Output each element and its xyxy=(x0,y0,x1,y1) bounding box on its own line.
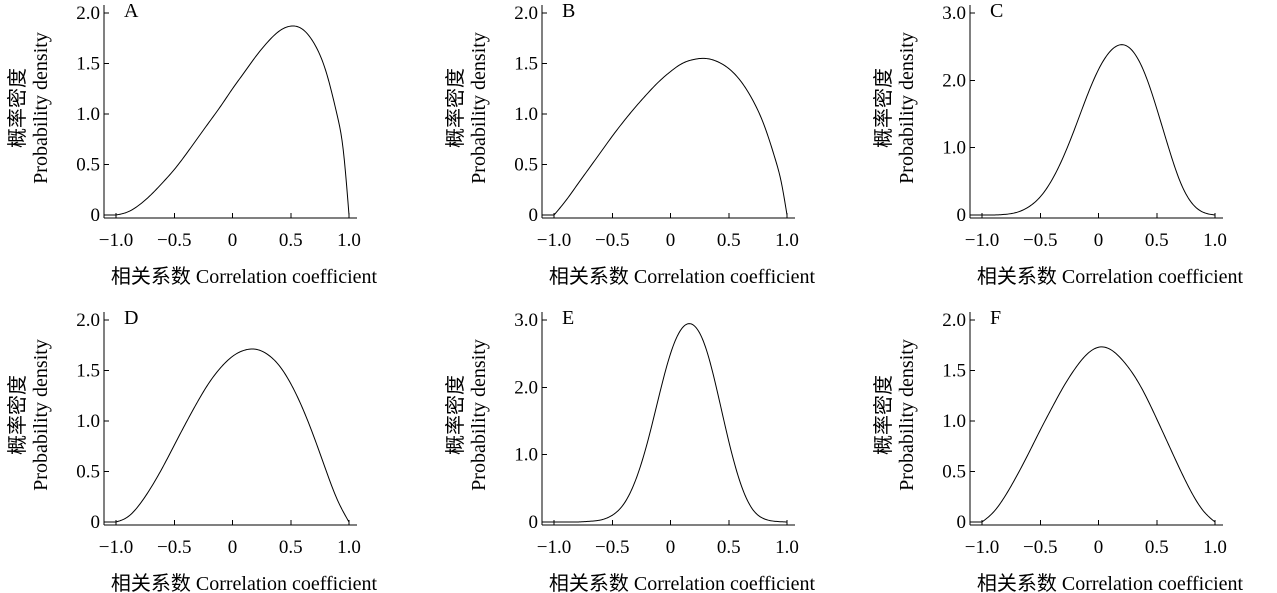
x-tick-label: −1.0 xyxy=(965,537,999,558)
x-tick-label: −0.5 xyxy=(595,230,629,251)
panel-c: 0 1.0 2.0 3.0 −1.0 −0.5 0 0.5 1.0 C 相关系数 Correlati… xyxy=(872,0,1244,288)
panel-f: 0 0.5 1.0 1.5 2.0 −1.0 −0.5 0 0.5 1.0 F 相关系数 Correl… xyxy=(872,307,1244,593)
y-tick-label: 2.0 xyxy=(942,310,966,331)
x-tick-label: 1.0 xyxy=(775,230,799,251)
x-tick-label: −0.5 xyxy=(1023,230,1057,251)
y-tick-label: 2.0 xyxy=(514,3,538,24)
y-tick-label: 0.5 xyxy=(76,462,100,483)
density-curve xyxy=(115,25,350,216)
x-tick-label: −0.5 xyxy=(1023,537,1057,558)
x-tick-label: −0.5 xyxy=(595,537,629,558)
y-axis-label-zh: 概率密度 xyxy=(6,375,29,455)
y-tick-label: 1.0 xyxy=(514,104,538,125)
x-axis-label: 相关系数 Correlation coefficient xyxy=(111,265,378,288)
y-axis-label-en: Probability density xyxy=(896,32,918,184)
x-tick-label: 0 xyxy=(666,537,676,558)
x-tick-label: 1.0 xyxy=(337,537,361,558)
x-tick-label: 0 xyxy=(666,230,676,251)
x-tick-label: 0.5 xyxy=(1145,537,1169,558)
x-axis-label: 相关系数 Correlation coefficient xyxy=(549,265,816,288)
y-tick-label: 0 xyxy=(957,512,967,533)
y-axis-label-zh: 概率密度 xyxy=(872,68,895,148)
y-tick-label: 3.0 xyxy=(514,310,538,331)
y-axis-label-zh: 概率密度 xyxy=(444,68,467,148)
y-tick-label: 2.0 xyxy=(76,3,100,24)
y-tick-label: 1.0 xyxy=(514,445,538,466)
x-tick-label: −0.5 xyxy=(157,230,191,251)
x-tick-label: 0 xyxy=(228,230,238,251)
y-tick-label: 1.0 xyxy=(76,104,100,125)
x-tick-label: 0.5 xyxy=(279,537,303,558)
y-tick-label: 0 xyxy=(957,205,967,226)
y-tick-label: 1.0 xyxy=(942,138,966,159)
y-axis-label-en: Probability density xyxy=(468,32,490,184)
y-tick-label: 2.0 xyxy=(514,377,538,398)
y-tick-label: 3.0 xyxy=(942,3,966,24)
panel-a: 0 0.5 1.0 1.5 2.0 −1.0 −0.5 0 0.5 1.0 A 相关系数 Correl… xyxy=(6,0,378,288)
x-axis-label: 相关系数 Correlation coefficient xyxy=(977,265,1244,288)
y-tick-label: 0.5 xyxy=(514,155,538,176)
y-tick-label: 0.5 xyxy=(942,462,966,483)
x-tick-label: −1.0 xyxy=(99,537,133,558)
density-curve xyxy=(554,323,788,523)
density-curve xyxy=(981,346,1216,523)
panel-d: 0 0.5 1.0 1.5 2.0 −1.0 −0.5 0 0.5 1.0 D 相关系数 Correl… xyxy=(6,307,378,593)
y-axis-label-en: Probability density xyxy=(896,339,918,491)
y-tick-label: 0.5 xyxy=(76,155,100,176)
x-tick-label: 0.5 xyxy=(1145,230,1169,251)
y-tick-label: 0 xyxy=(91,205,101,226)
panel-letter: E xyxy=(562,307,574,329)
y-tick-label: 0 xyxy=(91,512,101,533)
density-curve xyxy=(982,44,1216,216)
panel-letter: D xyxy=(124,307,138,329)
panel-letter: B xyxy=(562,0,575,22)
y-tick-label: 0 xyxy=(529,512,539,533)
y-tick-label: 1.5 xyxy=(76,54,100,75)
x-tick-label: −0.5 xyxy=(157,537,191,558)
x-tick-label: −1.0 xyxy=(537,230,571,251)
y-axis-label-zh: 概率密度 xyxy=(6,68,29,148)
y-tick-label: 1.0 xyxy=(942,411,966,432)
y-tick-label: 0 xyxy=(529,205,539,226)
x-tick-label: 0.5 xyxy=(717,230,741,251)
panel-letter: C xyxy=(990,0,1003,22)
panel-b: 0 0.5 1.0 1.5 2.0 −1.0 −0.5 0 0.5 1.0 B 相关系数 Correl… xyxy=(444,0,816,288)
density-curve xyxy=(553,57,788,216)
x-tick-label: −1.0 xyxy=(537,537,571,558)
y-tick-label: 2.0 xyxy=(76,310,100,331)
y-tick-label: 1.0 xyxy=(76,411,100,432)
x-axis-label: 相关系数 Correlation coefficient xyxy=(111,572,378,593)
y-axis-label-zh: 概率密度 xyxy=(872,375,895,455)
x-tick-label: 1.0 xyxy=(775,537,799,558)
x-axis-label: 相关系数 Correlation coefficient xyxy=(549,572,816,593)
y-tick-label: 2.0 xyxy=(942,70,966,91)
density-curve xyxy=(115,348,350,523)
y-axis-label-en: Probability density xyxy=(30,32,52,184)
x-tick-label: −1.0 xyxy=(965,230,999,251)
panel-letter: A xyxy=(124,0,139,22)
y-tick-label: 1.5 xyxy=(514,54,538,75)
x-tick-label: 0 xyxy=(228,537,238,558)
y-axis-label-en: Probability density xyxy=(30,339,52,491)
y-axis-label-zh: 概率密度 xyxy=(444,375,467,455)
x-tick-label: 1.0 xyxy=(337,230,361,251)
x-axis-label: 相关系数 Correlation coefficient xyxy=(977,572,1244,593)
y-tick-label: 1.5 xyxy=(76,361,100,382)
x-tick-label: 1.0 xyxy=(1203,537,1227,558)
x-tick-label: 1.0 xyxy=(1203,230,1227,251)
x-tick-label: 0 xyxy=(1094,230,1104,251)
y-tick-label: 1.5 xyxy=(942,361,966,382)
panel-letter: F xyxy=(990,307,1001,329)
x-tick-label: 0.5 xyxy=(717,537,741,558)
x-tick-label: 0.5 xyxy=(279,230,303,251)
x-tick-label: −1.0 xyxy=(99,230,133,251)
x-tick-label: 0 xyxy=(1094,537,1104,558)
panel-e: 0 1.0 2.0 3.0 −1.0 −0.5 0 0.5 1.0 E 相关系数 Correlati… xyxy=(444,307,816,593)
y-axis-label-en: Probability density xyxy=(468,339,490,491)
